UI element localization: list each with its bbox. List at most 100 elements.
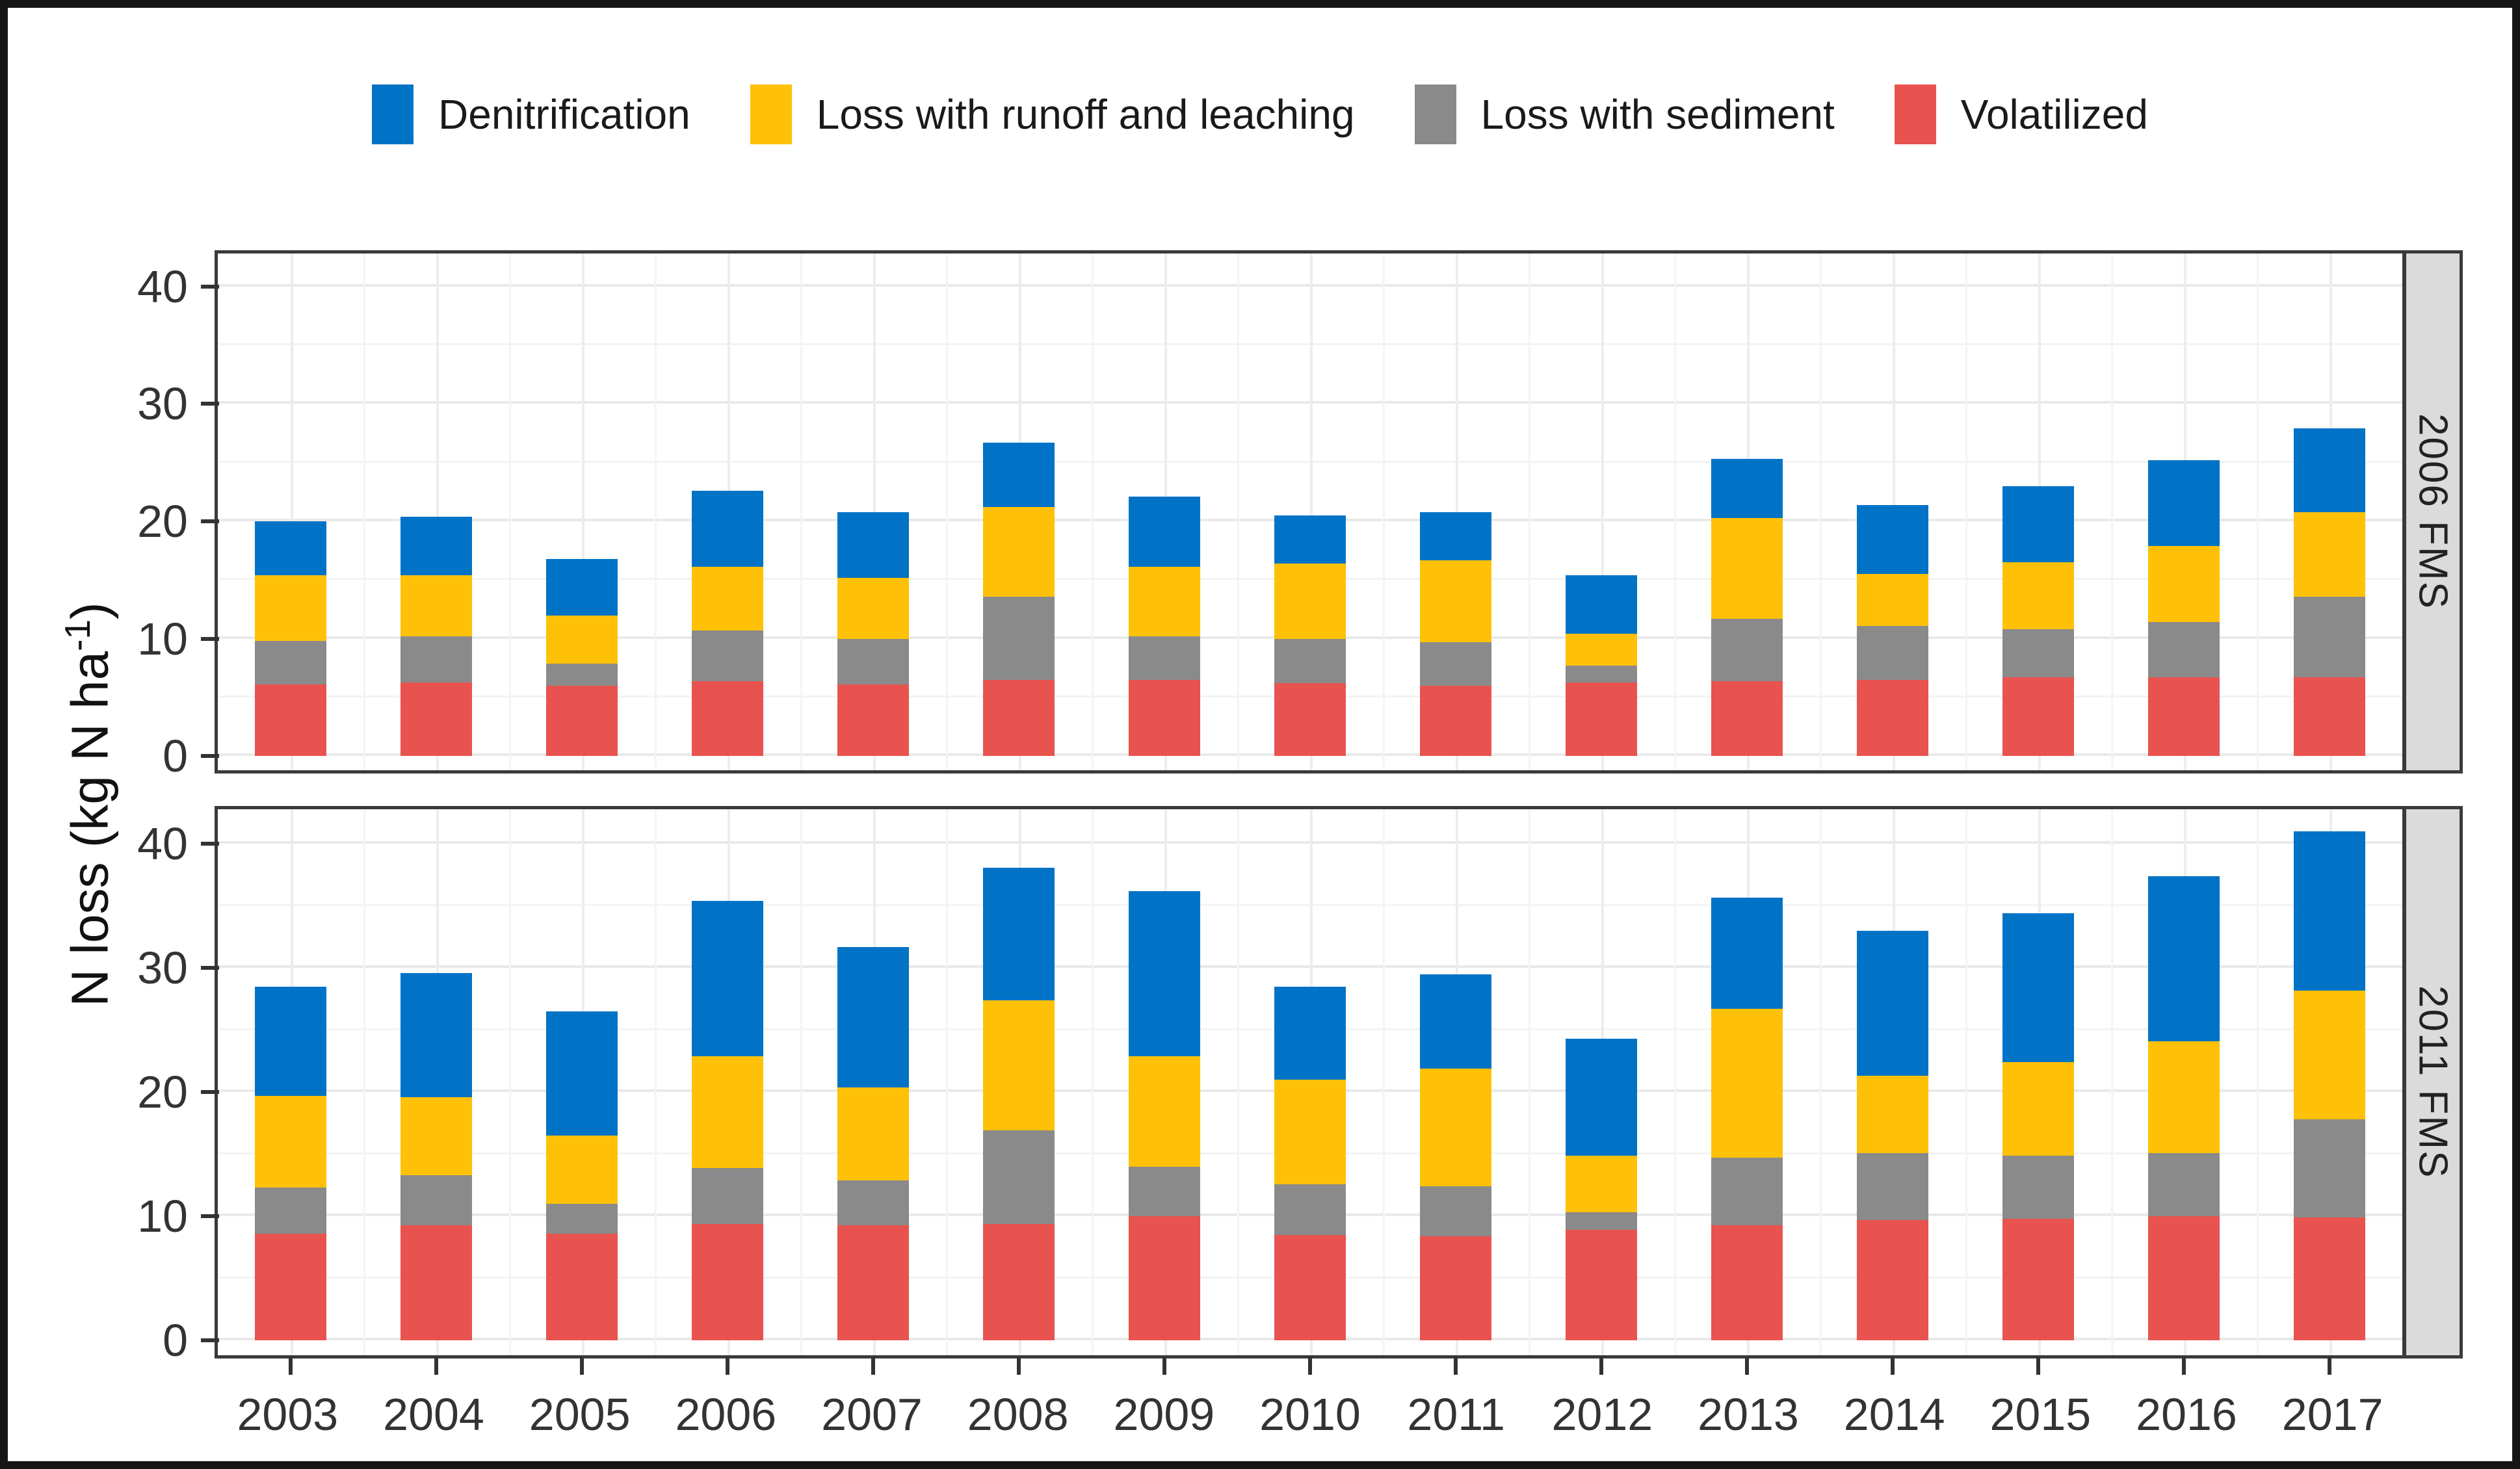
bar-segment-loss-with-sediment: [1274, 1184, 1346, 1235]
y-axis-title: N loss (kg N ha-1): [35, 250, 120, 1358]
bar-segment-loss-with-sediment: [2148, 622, 2220, 678]
bar-segment-denitrification: [1274, 987, 1346, 1080]
bar-segment-denitrification: [2148, 876, 2220, 1041]
gridline-v-minor: [1965, 254, 1967, 770]
bar-segment-loss-with-sediment: [545, 1204, 618, 1234]
bar-segment-loss-with-runoff-and-leaching: [692, 567, 763, 630]
x-tick-label: 2012: [1551, 1389, 1653, 1440]
x-tick-label: 2014: [1843, 1389, 1945, 1440]
bar-segment-denitrification: [255, 987, 326, 1096]
y-tick-label: 10: [137, 1191, 188, 1242]
bar-segment-denitrification: [2002, 913, 2074, 1063]
bar-segment-loss-with-sediment: [1129, 1166, 1200, 1217]
x-tick-label: 2013: [1698, 1389, 1799, 1440]
y-tick-mark: [201, 1338, 219, 1343]
x-tick-mark: [1599, 1357, 1603, 1375]
bar-segment-volatilized: [983, 1223, 1055, 1341]
bar-segment-volatilized: [400, 1225, 472, 1341]
bar-segment-loss-with-sediment: [545, 663, 618, 686]
bar-segment-denitrification: [1856, 931, 1928, 1076]
legend-item-volatilized: Volatilized: [1894, 84, 2148, 144]
bar-segment-loss-with-sediment: [983, 596, 1055, 680]
legend-label: Loss with sediment: [1480, 91, 1835, 138]
y-tick-label: 20: [137, 495, 188, 547]
bar-segment-loss-with-runoff-and-leaching: [400, 575, 472, 637]
bar-segment-volatilized: [692, 681, 763, 757]
plot-area: 2006 FMS 0 10 20 30 40 2011 FMS 0 10 20 30 40 20…: [137, 250, 2463, 1440]
gridline-v-minor: [1237, 809, 1239, 1355]
bar-segment-loss-with-sediment: [1566, 1212, 1637, 1230]
gridline-v-major: [873, 254, 876, 770]
bar-segment-volatilized: [1129, 1216, 1200, 1341]
x-tick-label: 2016: [2136, 1389, 2237, 1440]
bar-segment-loss-with-sediment: [837, 638, 909, 685]
gridline-v-minor: [2257, 254, 2259, 770]
bar-segment-denitrification: [2002, 486, 2074, 563]
bar-segment-loss-with-runoff-and-leaching: [983, 1000, 1055, 1131]
bar-segment-volatilized: [255, 684, 326, 757]
x-tick-mark: [2328, 1357, 2331, 1375]
gridline-v-minor: [1383, 809, 1385, 1355]
panel-2011-fms: 2011 FMS 0 10 20 30 40: [137, 806, 2463, 1375]
gridline-v-minor: [655, 809, 657, 1355]
bar-segment-denitrification: [692, 490, 763, 567]
gridline-v-major: [581, 254, 584, 770]
bar-segment-volatilized: [1856, 679, 1928, 757]
gridline-v-minor: [509, 254, 511, 770]
bar-segment-loss-with-sediment: [400, 636, 472, 682]
bar-segment-loss-with-sediment: [2294, 1119, 2365, 1218]
gridline-v-minor: [2111, 809, 2113, 1355]
gridline-v-minor: [800, 809, 802, 1355]
bar-segment-loss-with-sediment: [1566, 666, 1637, 682]
bar-segment-loss-with-runoff-and-leaching: [1566, 1155, 1637, 1213]
x-tick-mark: [1890, 1357, 1895, 1375]
bar-segment-volatilized: [1420, 685, 1491, 757]
bar-segment-loss-with-runoff-and-leaching: [837, 577, 909, 639]
bar-segment-loss-with-runoff-and-leaching: [2148, 545, 2220, 623]
bar-segment-denitrification: [692, 901, 763, 1056]
bar-segment-loss-with-runoff-and-leaching: [2294, 512, 2365, 597]
facet-strip-label: 2011 FMS: [2410, 985, 2456, 1179]
bar-segment-loss-with-sediment: [2148, 1152, 2220, 1217]
bar-segment-denitrification: [1420, 512, 1491, 560]
facet-strip-2006-fms: 2006 FMS: [2403, 250, 2463, 774]
x-tick-label: 2010: [1259, 1389, 1361, 1440]
gridline-v-major: [2330, 254, 2332, 770]
bar-segment-denitrification: [545, 558, 618, 616]
bar-segment-denitrification: [1711, 897, 1783, 1009]
gridline-v-minor: [945, 254, 948, 770]
gridline-v-minor: [2257, 809, 2259, 1355]
bar-segment-volatilized: [2002, 677, 2074, 757]
x-tick-label: 2017: [2281, 1389, 2383, 1440]
gridline-v-major: [1310, 254, 1313, 770]
bar-segment-denitrification: [837, 946, 909, 1087]
bar-segment-loss-with-runoff-and-leaching: [1274, 564, 1346, 639]
bar-segment-volatilized: [1566, 1230, 1637, 1341]
x-tick-label: 2003: [237, 1389, 339, 1440]
gridline-v-minor: [655, 254, 657, 770]
y-tick-label: 30: [137, 942, 188, 994]
facet-strip-2011-fms: 2011 FMS: [2403, 806, 2463, 1358]
bar-segment-denitrification: [1129, 891, 1200, 1056]
y-tick-mark: [201, 1214, 219, 1219]
x-tick-label: 2009: [1113, 1389, 1215, 1440]
y-tick-mark: [201, 754, 219, 759]
bar-segment-denitrification: [1420, 974, 1491, 1069]
gridline-v-major: [1601, 254, 1604, 770]
y-tick-mark: [201, 284, 219, 289]
bar-segment-volatilized: [983, 679, 1055, 757]
bar-segment-denitrification: [837, 512, 909, 578]
bar-segment-volatilized: [1856, 1219, 1928, 1341]
bar-segment-loss-with-sediment: [692, 630, 763, 681]
bar-segment-loss-with-sediment: [983, 1130, 1055, 1224]
bar-segment-volatilized: [1711, 1225, 1783, 1341]
y-tick-mark: [201, 402, 219, 406]
bar-segment-loss-with-runoff-and-leaching: [1420, 560, 1491, 643]
bar-segment-denitrification: [983, 867, 1055, 1000]
legend-item-loss-with-sediment: Loss with sediment: [1414, 84, 1835, 144]
bar-segment-volatilized: [1274, 1234, 1346, 1341]
y-tick-mark: [201, 842, 219, 846]
gridline-v-minor: [363, 254, 365, 770]
bar-segment-volatilized: [400, 682, 472, 757]
bar-segment-loss-with-sediment: [1711, 1158, 1783, 1225]
